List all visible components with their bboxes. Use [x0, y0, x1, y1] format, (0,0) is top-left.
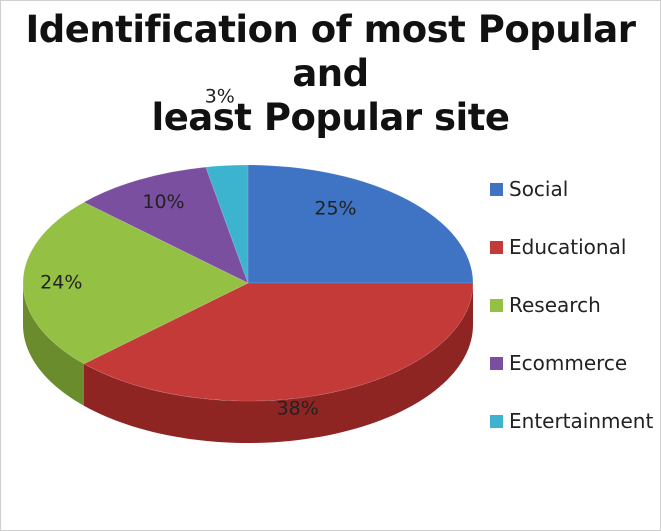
pie-slice-educational [83, 282, 474, 402]
pie-slice-ecommerce [83, 166, 249, 284]
legend-swatch-social [490, 182, 503, 196]
legend-item-entertainment: Entertainment [490, 406, 660, 436]
pie-side-research [23, 283, 84, 406]
legend-label-social: Social [509, 177, 569, 201]
legend-label-entertainment: Entertainment [509, 409, 654, 433]
data-label-educational: 38% [277, 397, 319, 419]
chart-title-line-1: Identification of most Popular and [25, 8, 636, 95]
legend-swatch-research [490, 298, 503, 312]
legend-item-educational: Educational [490, 232, 660, 262]
pie-slices [22, 164, 474, 443]
chart-legend: Social Educational Research Ecommerce Entert… [490, 174, 660, 464]
pie-slice-entertainment [205, 164, 249, 284]
legend-item-ecommerce: Ecommerce [490, 348, 660, 378]
legend-label-research: Research [509, 293, 601, 317]
legend-label-ecommerce: Ecommerce [509, 351, 628, 375]
legend-swatch-entertainment [490, 414, 503, 428]
legend-swatch-educational [490, 240, 503, 254]
pie-slice-research [22, 201, 249, 365]
legend-item-social: Social [490, 174, 660, 204]
chart-title: Identification of most Popular and least… [0, 8, 661, 140]
pie-slice-social [247, 164, 474, 284]
data-label-ecommerce: 10% [142, 191, 184, 213]
data-label-entertainment: 3% [205, 85, 235, 107]
pie-labels: 25% 38% 24% 10% 3% [40, 85, 356, 419]
pie-side-educational [83, 283, 473, 443]
legend-item-research: Research [490, 290, 660, 320]
data-label-social: 25% [314, 198, 356, 220]
legend-label-educational: Educational [509, 235, 627, 259]
data-label-research: 24% [40, 272, 82, 294]
legend-swatch-ecommerce [490, 356, 503, 370]
chart-title-line-2: least Popular site [151, 96, 510, 139]
